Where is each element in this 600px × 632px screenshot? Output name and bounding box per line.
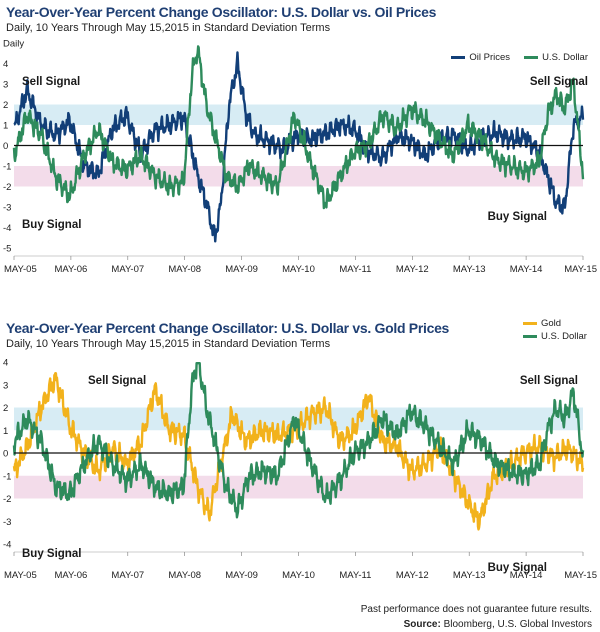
y-tick-label: -4: [3, 223, 11, 234]
legend-item-gold: Gold: [523, 318, 587, 329]
y-tick-label: 4: [3, 59, 8, 70]
y-tick-label: -3: [3, 517, 11, 528]
legend-swatch-dollar: [524, 56, 539, 59]
series-line-u-s-dollar: [12, 361, 585, 519]
oil-chart-plot: -5 -4 -3 -2 -1 0 1 2 3 4 Daily MAY-05 MAY-06 MAY-07 MA…: [3, 39, 597, 276]
oil-chart-panel: Year-Over-Year Percent Change Oscillator…: [0, 0, 600, 300]
x-tick-label: MAY-05: [4, 264, 37, 275]
legend-swatch-gold: [523, 322, 537, 325]
legend-label-dollar: U.S. Dollar: [541, 331, 587, 342]
sell-signal-right: Sell Signal: [520, 375, 578, 387]
x-tick-label: MAY-12: [396, 570, 429, 581]
legend-item-oil: Oil Prices: [451, 52, 510, 63]
buy-signal-right: Buy Signal: [488, 211, 547, 223]
x-tick-label: MAY-15: [564, 570, 597, 581]
x-tick-label: MAY-08: [168, 570, 201, 581]
legend-swatch-oil: [451, 56, 466, 59]
chart-title: Year-Over-Year Percent Change Oscillator…: [6, 4, 437, 20]
y-tick-label: 0: [3, 141, 8, 152]
buy-signal-right: Buy Signal: [488, 562, 547, 574]
source-label: Source:: [403, 619, 441, 630]
sell-signal-right: Sell Signal: [530, 76, 588, 88]
x-tick-label: MAY-11: [339, 264, 371, 275]
sell-signal-left: Sell Signal: [88, 375, 146, 387]
y-tick-label: 3: [3, 80, 8, 91]
legend-item-dollar: U.S. Dollar: [524, 52, 588, 63]
x-tick-label: MAY-07: [111, 570, 144, 581]
y-tick-label: -1: [3, 162, 11, 173]
y-tick-label: 2: [3, 403, 8, 414]
legend-swatch-dollar: [523, 335, 537, 338]
y-tick-label: Daily: [3, 39, 24, 50]
chart-subtitle: Daily, 10 Years Through May 15,2015 in S…: [6, 22, 331, 34]
legend-label-gold: Gold: [541, 318, 562, 329]
y-tick-label: -3: [3, 203, 11, 214]
source-line: Source: Bloomberg, U.S. Global Investors: [404, 619, 592, 630]
chart-legend: Gold U.S. Dollar: [523, 318, 587, 344]
chart-subtitle: Daily, 10 Years Through May 15,2015 in S…: [6, 338, 331, 350]
x-tick-label: MAY-09: [225, 570, 258, 581]
x-tick-label: MAY-12: [396, 264, 429, 275]
x-tick-label: MAY-15: [564, 264, 597, 275]
sell-band: [14, 104, 583, 125]
x-tick-label: MAY-06: [55, 570, 88, 581]
gold-chart-plot: -4 -3 -2 -1 0 1 2 3 4 MAY-05 MAY-06 MAY-07 MAY-08 MAY…: [3, 358, 597, 582]
disclaimer-text: Past performance does not guarantee futu…: [360, 604, 592, 615]
x-tick-label: MAY-10: [282, 570, 315, 581]
series-line-u-s-dollar: [12, 45, 585, 210]
x-tick-label: MAY-07: [111, 264, 144, 275]
x-tick-label: MAY-08: [168, 264, 201, 275]
legend-label-dollar: U.S. Dollar: [542, 52, 588, 63]
x-tick-label: MAY-11: [339, 570, 371, 581]
x-tick-label: MAY-09: [225, 264, 258, 275]
x-tick-label: MAY-13: [453, 570, 486, 581]
y-tick-label: 1: [3, 121, 8, 132]
y-tick-label: -2: [3, 182, 11, 193]
y-tick-label: -2: [3, 494, 11, 505]
y-tick-label: 2: [3, 100, 8, 111]
series-line-gold: [12, 371, 585, 531]
sell-signal-left: Sell Signal: [22, 76, 80, 88]
legend-label-oil: Oil Prices: [469, 52, 511, 63]
y-tick-label: 4: [3, 358, 8, 369]
y-tick-label: 1: [3, 426, 8, 437]
series-line-oil-prices: [13, 51, 585, 243]
x-tick-label: MAY-13: [453, 264, 486, 275]
y-tick-label: -1: [3, 471, 11, 482]
x-tick-label: MAY-14: [510, 570, 543, 581]
y-tick-label: 0: [3, 449, 8, 460]
source-text: Bloomberg, U.S. Global Investors: [443, 619, 592, 630]
buy-signal-left: Buy Signal: [22, 548, 81, 560]
y-tick-label: 3: [3, 380, 8, 391]
y-tick-label: -5: [3, 244, 11, 255]
gold-chart-panel: Year-Over-Year Percent Change Oscillator…: [0, 316, 600, 596]
buy-signal-left: Buy Signal: [22, 219, 81, 231]
legend-item-dollar: U.S. Dollar: [523, 331, 587, 342]
y-tick-label: -4: [3, 540, 11, 551]
x-tick-label: MAY-14: [510, 264, 543, 275]
chart-title: Year-Over-Year Percent Change Oscillator…: [6, 320, 450, 336]
x-tick-label: MAY-06: [55, 264, 88, 275]
chart-legend: Oil Prices U.S. Dollar: [451, 52, 588, 65]
x-tick-label: MAY-05: [4, 570, 37, 581]
x-tick-label: MAY-10: [282, 264, 315, 275]
